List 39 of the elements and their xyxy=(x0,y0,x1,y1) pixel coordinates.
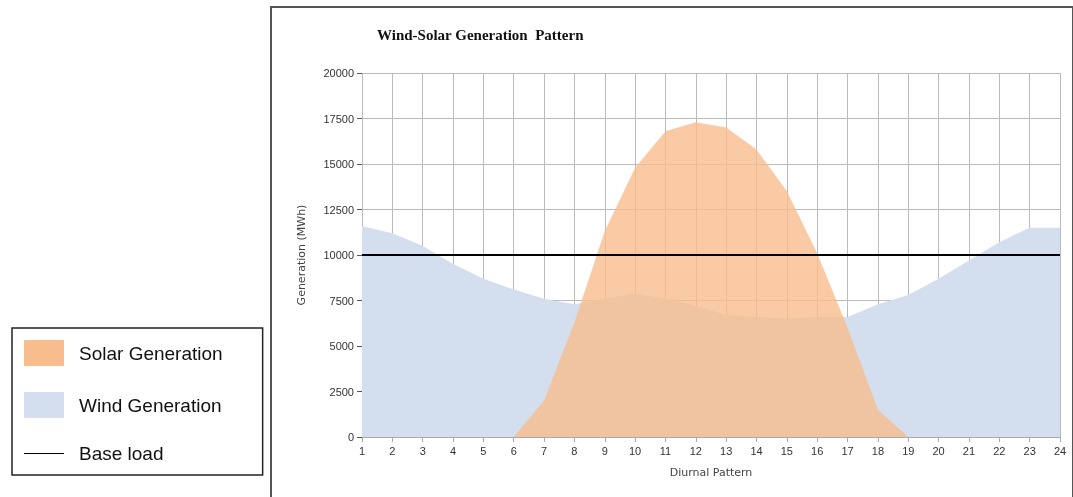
x-tick-label: 15 xyxy=(780,444,793,457)
x-tick-label: 10 xyxy=(629,444,642,457)
x-tick-label: 2 xyxy=(389,444,396,457)
x-tick-label: 18 xyxy=(871,444,885,457)
x-tick-label: 8 xyxy=(571,444,578,457)
x-tick-label: 6 xyxy=(510,444,517,457)
y-tick-label: 0 xyxy=(347,431,354,443)
x-axis-title: Diurnal Pattern xyxy=(669,466,753,479)
x-tick-label: 16 xyxy=(811,444,824,457)
x-tick-label: 14 xyxy=(750,444,763,457)
x-tick-label: 12 xyxy=(689,444,702,457)
x-tick-label: 3 xyxy=(419,444,426,457)
x-tick-label: 17 xyxy=(841,444,854,457)
x-tick-label: 24 xyxy=(1053,444,1067,457)
legend-label: Base load xyxy=(79,443,164,464)
x-tick-label: 13 xyxy=(720,444,733,457)
x-tick-label: 9 xyxy=(601,444,608,457)
x-tick-label: 21 xyxy=(962,444,976,457)
y-tick-label: 20000 xyxy=(323,67,354,79)
y-axis-title: Generation (MWh) xyxy=(295,204,308,306)
x-tick-label: 7 xyxy=(541,444,548,457)
legend-label: Wind Generation xyxy=(79,394,222,416)
x-tick-label: 22 xyxy=(993,444,1006,457)
x-tick-label: 23 xyxy=(1023,444,1036,457)
chart-title: Wind-Solar Generation Pattern xyxy=(377,26,585,43)
x-tick-label: 1 xyxy=(358,444,366,457)
x-tick-label: 20 xyxy=(932,444,945,457)
y-tick-label: 12500 xyxy=(323,203,354,216)
x-tick-label: 5 xyxy=(480,444,487,457)
y-tick-label: 15000 xyxy=(323,158,354,170)
x-tick-label: 11 xyxy=(659,444,672,457)
x-tick-label: 19 xyxy=(902,444,915,457)
y-tick-label: 17500 xyxy=(323,112,354,125)
x-tick-label: 4 xyxy=(449,444,457,457)
y-tick-label: 7500 xyxy=(329,294,354,307)
legend-label: Solar Generation xyxy=(79,342,223,364)
y-tick-label: 10000 xyxy=(323,249,354,261)
y-tick-label: 5000 xyxy=(329,340,354,352)
y-tick-label: 2500 xyxy=(329,385,354,398)
